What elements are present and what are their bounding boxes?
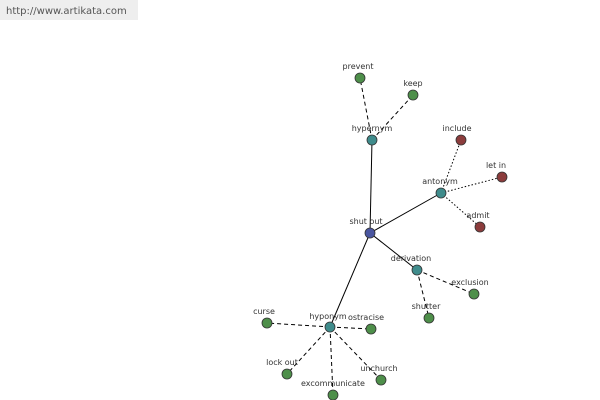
node[interactable] — [354, 72, 366, 84]
url: http://www.artikata.com — [6, 6, 127, 17]
node-label[interactable]: curse — [253, 307, 275, 316]
node-label[interactable]: hyponym — [309, 312, 347, 321]
node-label[interactable]: excommunicate — [301, 379, 365, 388]
node[interactable] — [468, 288, 480, 300]
node-label[interactable]: antonym — [422, 177, 458, 186]
node[interactable] — [324, 321, 336, 333]
node-label[interactable]: derivation — [391, 254, 431, 263]
node[interactable] — [281, 368, 293, 380]
node-label[interactable]: shutter — [412, 302, 442, 311]
node-label[interactable]: hypernym — [352, 124, 393, 133]
node-label[interactable]: shut out — [349, 217, 382, 226]
labels: shut out hypernym prevent keep antonym i… — [253, 62, 506, 388]
node[interactable] — [365, 323, 377, 335]
url-box — [0, 0, 138, 20]
node-label[interactable]: lock out — [266, 358, 298, 367]
node[interactable] — [423, 312, 435, 324]
node[interactable] — [474, 221, 486, 233]
node[interactable] — [375, 374, 387, 386]
node[interactable] — [261, 317, 273, 329]
node-label[interactable]: keep — [403, 79, 422, 88]
node[interactable] — [455, 134, 467, 146]
node-label[interactable]: prevent — [343, 62, 374, 71]
node[interactable] — [366, 134, 378, 146]
nodes — [261, 72, 508, 400]
node-label[interactable]: include — [443, 124, 472, 133]
node[interactable] — [327, 389, 339, 400]
node-label[interactable]: unchurch — [360, 364, 397, 373]
node[interactable] — [411, 264, 423, 276]
node[interactable] — [407, 89, 419, 101]
node-label[interactable]: ostracise — [348, 313, 384, 322]
node-label[interactable]: let in — [486, 161, 506, 170]
node[interactable] — [364, 227, 376, 239]
node-label[interactable]: admit — [466, 211, 489, 220]
node[interactable] — [435, 187, 447, 199]
node[interactable] — [496, 171, 508, 183]
node-label[interactable]: exclusion — [451, 278, 488, 287]
edges — [266, 77, 503, 396]
